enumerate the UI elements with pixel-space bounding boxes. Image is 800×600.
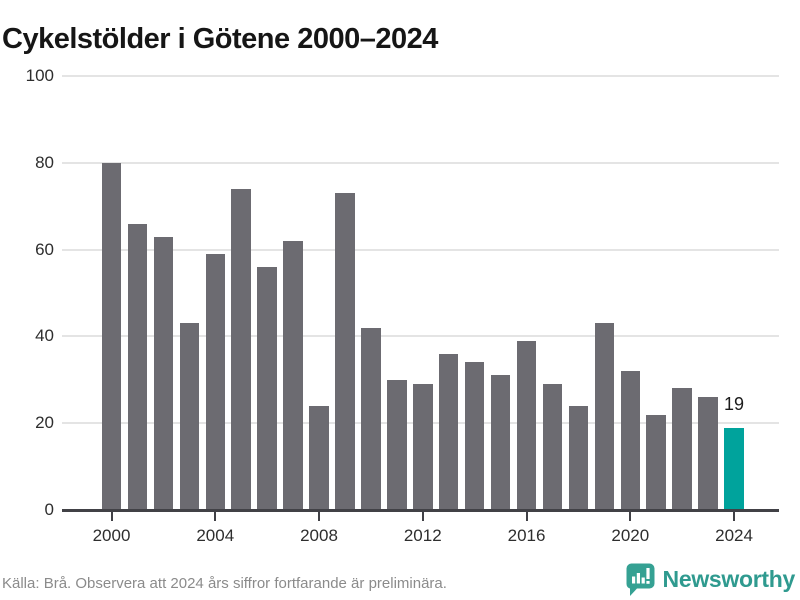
bar-2021	[646, 414, 666, 510]
bar-2018	[568, 405, 589, 510]
gridline	[62, 161, 779, 164]
gridline	[62, 335, 779, 338]
x-tick-label: 2012	[403, 526, 442, 545]
bar-2015	[490, 375, 511, 510]
x-tick	[214, 512, 217, 521]
bar-2011	[387, 379, 407, 510]
bar-2019	[594, 323, 615, 510]
bar-2001	[127, 223, 148, 510]
x-tick	[110, 512, 113, 521]
y-tick-label: 100	[25, 66, 54, 85]
bar-2004	[205, 253, 225, 510]
newsworthy-logo-icon	[625, 562, 656, 596]
y-tick-label: 40	[35, 326, 54, 346]
source-note: Källa: Brå. Observera att 2024 års siffr…	[2, 575, 447, 592]
gridline	[62, 75, 779, 77]
bar-2022	[672, 388, 692, 510]
x-tick	[525, 512, 528, 521]
x-tick-label: 2016	[507, 526, 546, 545]
page-title: Cykelstölder i Götene 2000–2024	[2, 23, 438, 56]
x-tick	[733, 512, 736, 521]
bar-2003	[179, 323, 200, 510]
x-tick	[629, 512, 632, 521]
bar-2000	[101, 162, 122, 510]
bar-2009	[335, 193, 355, 510]
x-tick-label: 2008	[300, 526, 338, 545]
bar-2012	[413, 384, 433, 510]
x-tick-label: 2000	[92, 526, 131, 545]
gridline	[62, 248, 779, 251]
newsworthy-wordmark: Newsworthy	[662, 565, 796, 592]
bar-2014	[464, 362, 485, 510]
bar-2013	[438, 353, 459, 510]
bar-2020	[620, 371, 641, 510]
bar-value-label: 19	[724, 393, 745, 414]
bar-2024	[724, 427, 744, 510]
plot-area: 0 20 40 60 80 100 19 2000 2004 2008 2012 2016 2020 20…	[26, 66, 779, 545]
bar-2005	[231, 188, 251, 510]
bar-2008	[309, 405, 329, 510]
x-tick-label: 2020	[611, 526, 650, 545]
bar-2010	[361, 327, 381, 510]
x-tick	[318, 512, 321, 521]
y-tick-label: 60	[35, 239, 54, 259]
newsworthy-logo[interactable]: Newsworthy	[625, 562, 795, 596]
y-tick-label: 20	[35, 413, 54, 433]
x-tick-label: 2024	[715, 526, 753, 545]
bar-2023	[698, 397, 718, 510]
bar-2016	[516, 340, 537, 510]
bar-2002	[153, 236, 174, 510]
y-tick-label: 80	[35, 152, 54, 172]
x-tick	[421, 512, 424, 521]
bar-2017	[542, 384, 563, 510]
bar-2006	[257, 266, 277, 510]
x-tick-label: 2004	[196, 526, 235, 545]
bar-2007	[283, 240, 303, 510]
y-tick-label: 0	[44, 500, 54, 519]
x-axis-line	[62, 509, 779, 512]
footer: Källa: Brå. Observera att 2024 års siffr…	[0, 554, 800, 600]
